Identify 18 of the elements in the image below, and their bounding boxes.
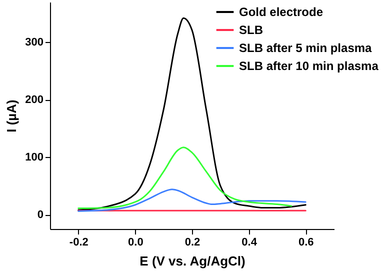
x-tick-label: -0.2 — [69, 236, 88, 248]
legend-label: SLB — [239, 23, 264, 37]
y-tick-label: 0 — [37, 209, 44, 222]
line-series — [78, 146, 292, 210]
legend-label: SLB after 10 min plasma — [239, 59, 379, 73]
legend-label: SLB after 5 min plasma — [239, 41, 372, 55]
y-tick-label: 100 — [25, 152, 44, 164]
line-series — [78, 17, 306, 211]
x-tick-label: 0.2 — [184, 236, 200, 248]
legend-label: Gold electrode — [239, 5, 324, 19]
x-tick-label: 0.6 — [298, 236, 314, 248]
y-tick-label: 300 — [25, 36, 44, 49]
x-tick-label: 0.0 — [128, 236, 144, 248]
y-axis-title: I (µA) — [4, 100, 20, 132]
line-series — [78, 188, 306, 212]
x-tick-label: 0.4 — [242, 236, 258, 248]
x-axis-title: E (V vs. Ag/AgCl) — [140, 254, 246, 268]
y-tick-label: 200 — [25, 94, 44, 106]
